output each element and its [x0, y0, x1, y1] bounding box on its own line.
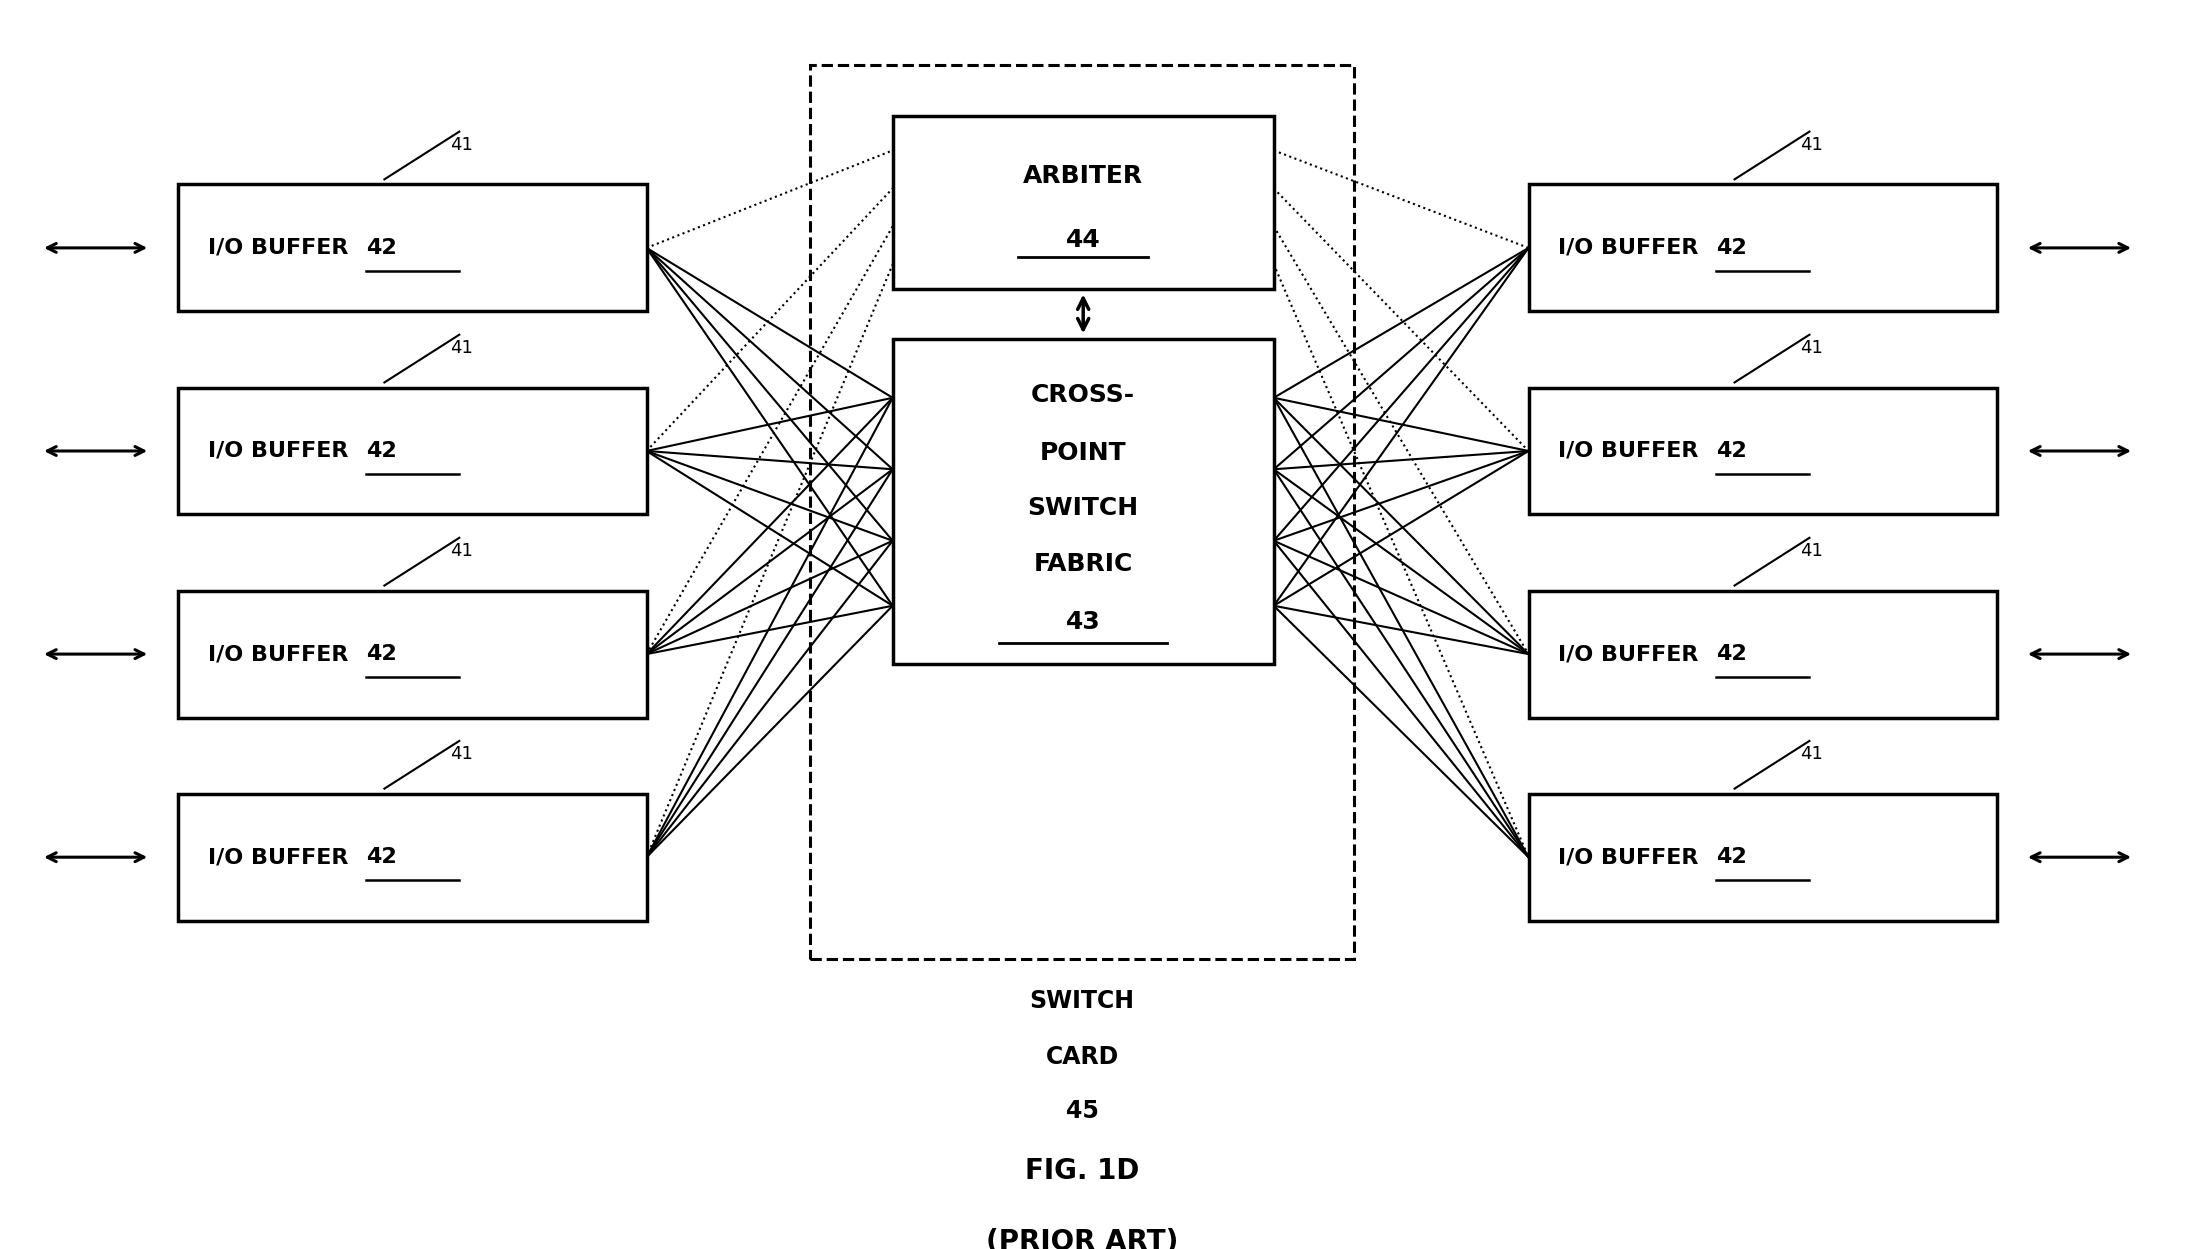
- Text: 42: 42: [1716, 644, 1747, 664]
- Text: I/O BUFFER: I/O BUFFER: [208, 847, 356, 867]
- Text: 41: 41: [1799, 136, 1823, 154]
- Bar: [179, 793, 647, 921]
- Text: 42: 42: [365, 644, 396, 664]
- Bar: [179, 591, 647, 718]
- Text: I/O BUFFER: I/O BUFFER: [208, 237, 356, 257]
- Text: I/O BUFFER: I/O BUFFER: [1559, 237, 1707, 257]
- Text: I/O BUFFER: I/O BUFFER: [208, 644, 356, 664]
- Text: 41: 41: [1799, 338, 1823, 357]
- Text: SWITCH: SWITCH: [1030, 989, 1135, 1013]
- Bar: [1528, 793, 1996, 921]
- Text: 42: 42: [1716, 847, 1747, 867]
- Text: FIG. 1D: FIG. 1D: [1025, 1157, 1139, 1185]
- Bar: [1528, 387, 1996, 515]
- Text: POINT: POINT: [1041, 441, 1126, 465]
- Text: (PRIOR ART): (PRIOR ART): [986, 1228, 1178, 1249]
- Bar: [809, 65, 1355, 959]
- Text: 41: 41: [450, 542, 472, 560]
- Text: 42: 42: [365, 847, 396, 867]
- Text: 42: 42: [365, 237, 396, 257]
- Text: 41: 41: [1799, 542, 1823, 560]
- Text: SWITCH: SWITCH: [1027, 496, 1139, 521]
- Text: FABRIC: FABRIC: [1034, 552, 1132, 576]
- Text: 42: 42: [1716, 441, 1747, 461]
- Text: 41: 41: [1799, 746, 1823, 763]
- Text: CARD: CARD: [1045, 1045, 1119, 1069]
- Bar: [179, 185, 647, 311]
- Text: I/O BUFFER: I/O BUFFER: [208, 441, 356, 461]
- Text: 41: 41: [450, 136, 472, 154]
- Text: ARBITER: ARBITER: [1023, 165, 1143, 189]
- Text: 43: 43: [1067, 610, 1100, 634]
- Bar: [892, 340, 1274, 664]
- Bar: [1528, 591, 1996, 718]
- Text: 45: 45: [1065, 1099, 1100, 1123]
- Text: I/O BUFFER: I/O BUFFER: [1559, 644, 1707, 664]
- Text: I/O BUFFER: I/O BUFFER: [1559, 847, 1707, 867]
- Bar: [179, 387, 647, 515]
- Text: 41: 41: [450, 338, 472, 357]
- Text: CROSS-: CROSS-: [1032, 382, 1135, 406]
- Text: 44: 44: [1067, 229, 1100, 252]
- Text: 42: 42: [1716, 237, 1747, 257]
- Bar: [1528, 185, 1996, 311]
- Text: 42: 42: [365, 441, 396, 461]
- Text: 41: 41: [450, 746, 472, 763]
- Bar: [892, 116, 1274, 289]
- Text: I/O BUFFER: I/O BUFFER: [1559, 441, 1707, 461]
